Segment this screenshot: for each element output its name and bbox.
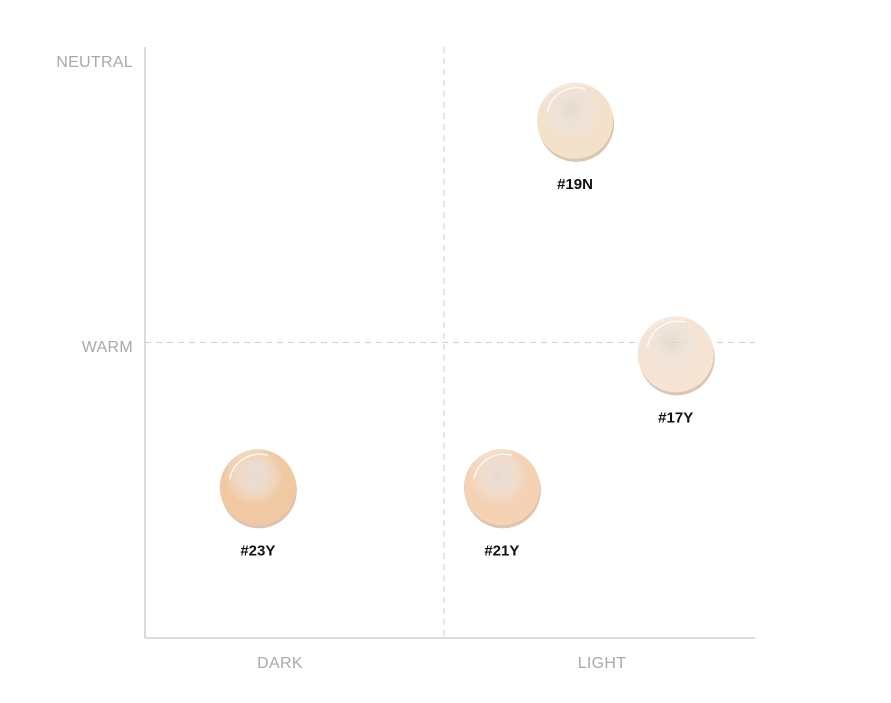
shade-label: #23Y: [240, 542, 275, 559]
shade-swatch: [219, 449, 296, 526]
shade-swatch: [537, 82, 614, 159]
shade-label: #17Y: [658, 409, 693, 426]
shade-point: #19N: [537, 82, 615, 193]
shade-highlight: [229, 453, 269, 480]
shade-highlight: [546, 86, 586, 113]
shade-swatch: [637, 316, 714, 393]
shade-label: #21Y: [484, 542, 519, 559]
shade-label: #19N: [557, 176, 593, 193]
shade-point: #23Y: [219, 449, 297, 559]
shade-highlight: [473, 453, 513, 480]
y-label-warm: WARM: [82, 339, 133, 356]
x-label-dark: DARK: [257, 655, 303, 672]
shade-point: #17Y: [637, 316, 715, 426]
shade-highlight: [646, 320, 686, 347]
y-label-neutral: NEUTRAL: [56, 54, 133, 71]
shade-swatch: [463, 449, 540, 526]
x-label-light: LIGHT: [578, 655, 627, 672]
shade-point: #21Y: [463, 449, 541, 559]
